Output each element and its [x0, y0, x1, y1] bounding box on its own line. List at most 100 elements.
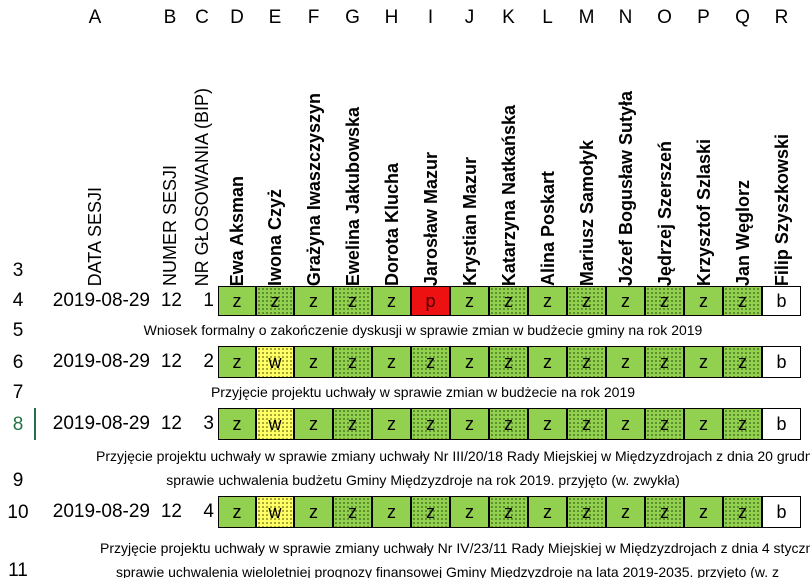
header-councillor-j[interactable]: Krystian Mazur [450, 36, 489, 286]
vote-cell[interactable]: z [528, 286, 567, 316]
column-header-r[interactable]: R [762, 0, 801, 36]
vote-cell[interactable]: z [294, 346, 333, 378]
vote-number-cell[interactable]: 3 [203, 413, 214, 434]
row-header-3[interactable]: 3 [12, 260, 24, 281]
header-councillor-q[interactable]: Jan Węglorz [723, 36, 762, 286]
session-number-cell[interactable]: 12 [160, 413, 182, 434]
header-councillor-f[interactable]: Grażyna Iwaszczyszyn [294, 36, 333, 286]
vote-number-cell[interactable]: 4 [203, 501, 214, 522]
header-data-sesji[interactable]: DATA SESJI [36, 36, 154, 286]
vote-cell[interactable]: z [411, 496, 450, 528]
header-councillor-k[interactable]: Katarzyna Natkańska [489, 36, 528, 286]
vote-cell[interactable]: z [645, 286, 684, 316]
row-header-6[interactable]: 6 [12, 352, 24, 373]
vote-cell[interactable]: z [528, 496, 567, 528]
vote-cell[interactable]: z [450, 496, 489, 528]
vote-cell[interactable]: z [372, 286, 411, 316]
column-header-m[interactable]: M [567, 0, 606, 36]
vote-cell[interactable]: z [606, 408, 645, 440]
vote-cell[interactable]: z [645, 346, 684, 378]
column-header-a[interactable]: A [36, 0, 154, 36]
header-councillor-e[interactable]: Iwona Czyż [256, 36, 294, 286]
vote-cell[interactable]: z [333, 408, 372, 440]
column-header-j[interactable]: J [450, 0, 489, 36]
vote-cell[interactable]: z [372, 408, 411, 440]
vote-cell[interactable]: z [723, 496, 762, 528]
vote-cell[interactable]: z [294, 496, 333, 528]
vote-cell[interactable]: z [684, 496, 723, 528]
vote-cell[interactable]: z [294, 408, 333, 440]
vote-cell[interactable]: z [684, 408, 723, 440]
vote-cell[interactable]: z [372, 346, 411, 378]
header-councillor-o[interactable]: Jędrzej Szerszeń [645, 36, 684, 286]
vote-cell[interactable]: z [333, 496, 372, 528]
vote-cell[interactable]: z [450, 408, 489, 440]
header-councillor-l[interactable]: Alina Poskart [528, 36, 567, 286]
header-councillor-h[interactable]: Dorota Klucha [372, 36, 411, 286]
vote-cell[interactable]: z [489, 346, 528, 378]
vote-cell[interactable]: p [411, 286, 450, 316]
vote-cell[interactable]: z [218, 346, 256, 378]
vote-cell[interactable]: z [411, 346, 450, 378]
vote-cell[interactable]: z [333, 346, 372, 378]
vote-cell[interactable]: z [723, 408, 762, 440]
vote-cell[interactable]: w [256, 496, 294, 528]
vote-cell[interactable]: z [489, 408, 528, 440]
column-header-f[interactable]: F [294, 0, 333, 36]
vote-cell[interactable]: z [567, 346, 606, 378]
vote-cell[interactable]: z [218, 408, 256, 440]
row-header-4[interactable]: 4 [12, 290, 24, 311]
vote-description-row-11-line1[interactable]: Przyjęcie projektu uchwały w sprawie zmi… [100, 540, 810, 556]
column-header-h[interactable]: H [372, 0, 411, 36]
vote-cell[interactable]: z [411, 408, 450, 440]
vote-cell[interactable]: b [762, 346, 801, 378]
vote-cell[interactable]: z [606, 286, 645, 316]
row-header-9[interactable]: 9 [12, 470, 24, 491]
vote-cell[interactable]: z [606, 346, 645, 378]
vote-cell[interactable]: b [762, 408, 801, 440]
column-header-d[interactable]: D [218, 0, 256, 36]
vote-cell[interactable]: z [450, 346, 489, 378]
session-number-cell[interactable]: 12 [160, 351, 182, 372]
vote-cell[interactable]: w [256, 408, 294, 440]
column-header-b[interactable]: B [154, 0, 186, 36]
vote-cell[interactable]: z [684, 286, 723, 316]
row-header-5[interactable]: 5 [12, 320, 24, 341]
session-date-cell[interactable]: 2019-08-29 [52, 501, 150, 522]
header-nr-glosowania[interactable]: NR GŁOSOWANIA (BIP) [186, 36, 218, 286]
column-header-q[interactable]: Q [723, 0, 762, 36]
vote-description-row-11-line2[interactable]: sprawie uchwalenia wieloletniej prognozy… [116, 564, 780, 578]
vote-cell[interactable]: z [333, 286, 372, 316]
column-header-p[interactable]: P [684, 0, 723, 36]
vote-cell[interactable]: b [762, 286, 801, 316]
vote-cell[interactable]: z [218, 286, 256, 316]
header-councillor-n[interactable]: Józef Bogusław Sutyła [606, 36, 645, 286]
vote-description-row-7[interactable]: Przyjęcie projektu uchwały w sprawie zmi… [210, 384, 636, 400]
header-councillor-d[interactable]: Ewa Aksman [218, 36, 256, 286]
column-header-k[interactable]: K [489, 0, 528, 36]
column-header-c[interactable]: C [186, 0, 218, 36]
row-header-11[interactable]: 11 [8, 560, 28, 581]
vote-cell[interactable]: z [684, 346, 723, 378]
vote-cell[interactable]: z [528, 408, 567, 440]
header-councillor-m[interactable]: Mariusz Samołyk [567, 36, 606, 286]
session-number-cell[interactable]: 12 [160, 290, 182, 311]
vote-cell[interactable]: w [256, 346, 294, 378]
session-date-cell[interactable]: 2019-08-29 [52, 413, 150, 434]
vote-cell[interactable]: z [645, 496, 684, 528]
column-header-g[interactable]: G [333, 0, 372, 36]
column-header-i[interactable]: I [411, 0, 450, 36]
vote-cell[interactable]: b [762, 496, 801, 528]
column-header-l[interactable]: L [528, 0, 567, 36]
vote-cell[interactable]: z [489, 286, 528, 316]
header-councillor-p[interactable]: Krzysztof Szlaski [684, 36, 723, 286]
vote-cell[interactable]: z [450, 286, 489, 316]
vote-description-row-9-line1[interactable]: Przyjęcie projektu uchwały w sprawie zmi… [96, 448, 810, 464]
vote-cell[interactable]: z [723, 346, 762, 378]
session-date-cell[interactable]: 2019-08-29 [52, 351, 150, 372]
vote-cell[interactable]: z [294, 286, 333, 316]
header-councillor-g[interactable]: Ewelina Jakubowska [333, 36, 372, 286]
vote-number-cell[interactable]: 2 [203, 351, 214, 372]
session-date-cell[interactable]: 2019-08-29 [52, 290, 150, 311]
row-header-8[interactable]: 8 [12, 414, 24, 435]
